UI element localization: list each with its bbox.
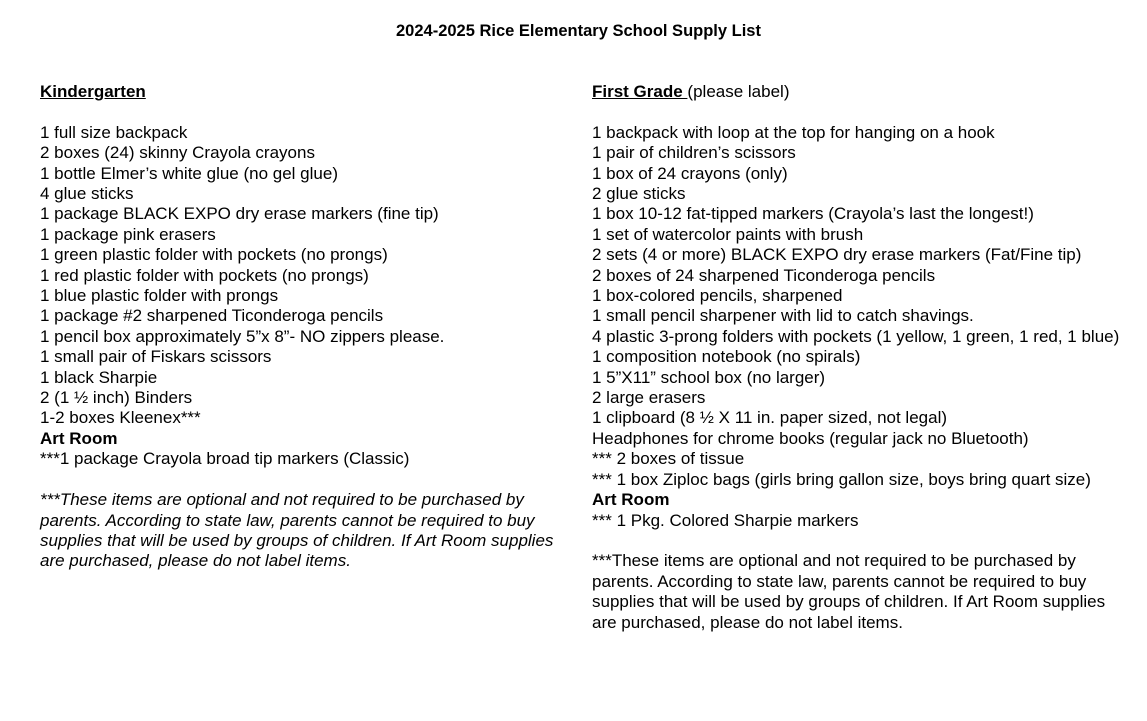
list-item: 1 package BLACK EXPO dry erase markers (…	[40, 204, 439, 224]
list-item: 1 backpack with loop at the top for hang…	[592, 122, 995, 142]
list-item: 1 bottle Elmer’s white glue (no gel glue…	[40, 163, 338, 183]
list-item: 2 sets (4 or more) BLACK EXPO dry erase …	[592, 245, 1082, 265]
list-item: 4 plastic 3-prong folders with pockets (…	[592, 326, 1120, 346]
supply-list: 1 backpack with loop at the top for hang…	[592, 123, 1120, 490]
list-item: 1 box of 24 crayons (only)	[592, 163, 788, 183]
list-item: 4 glue sticks	[40, 184, 134, 204]
list-item: *** 2 boxes of tissue	[592, 449, 745, 469]
list-item: 1 composition notebook (no spirals)	[592, 347, 861, 367]
art-room-heading: Art Room	[40, 428, 118, 448]
list-item: 2 glue sticks	[592, 184, 686, 204]
list-item: 1 pencil box approximately 5”x 8”- NO zi…	[40, 326, 445, 346]
list-item: 1 clipboard (8 ½ X 11 in. paper sized, n…	[592, 408, 948, 428]
art-supply-list: *** 1 Pkg. Colored Sharpie markers	[592, 511, 1120, 531]
supply-list: 1 full size backpack 2 boxes (24) skinny …	[40, 123, 570, 429]
list-item: 1 small pair of Fiskars scissors	[40, 347, 272, 367]
optional-note: ***These items are optional and not requ…	[592, 551, 1106, 632]
list-item: 1 set of watercolor paints with brush	[592, 224, 864, 244]
optional-note: ***These items are optional and not requ…	[40, 490, 554, 571]
list-item: 2 boxes of 24 sharpened Ticonderoga penc…	[592, 265, 936, 285]
list-item: 1 pair of children’s scissors	[592, 143, 796, 163]
list-item: 2 large erasers	[592, 388, 706, 408]
list-item: 1 green plastic folder with pockets (no …	[40, 245, 388, 265]
kindergarten-column: Kindergarten 1 full size backpack 2 boxes…	[40, 82, 570, 572]
list-item: 1-2 boxes Kleenex***	[40, 408, 201, 428]
list-item: 1 black Sharpie	[40, 367, 158, 387]
list-item: 2 boxes (24) skinny Crayola crayons	[40, 143, 315, 163]
list-item: *** 1 box Ziploc bags (girls bring gallo…	[592, 469, 1091, 489]
art-room-heading: Art Room	[592, 490, 670, 510]
list-item: 2 (1 ½ inch) Binders	[40, 388, 193, 408]
list-item: Headphones for chrome books (regular jac…	[592, 428, 1029, 448]
page-title: 2024-2025 Rice Elementary School Supply …	[396, 22, 761, 40]
first-grade-column: First Grade (please label) 1 backpack wi…	[592, 82, 1120, 633]
list-item: 1 package #2 sharpened Ticonderoga penci…	[40, 306, 384, 326]
section-heading: Kindergarten	[40, 82, 146, 101]
list-item: 1 5”X11” school box (no larger)	[592, 367, 826, 387]
list-item: *** 1 Pkg. Colored Sharpie markers	[592, 510, 859, 530]
list-item: 1 package pink erasers	[40, 224, 216, 244]
art-supply-list: ***1 package Crayola broad tip markers (…	[40, 449, 570, 469]
list-item: 1 full size backpack	[40, 122, 188, 142]
list-item: 1 small pencil sharpener with lid to cat…	[592, 306, 974, 326]
list-item: 1 box 10-12 fat-tipped markers (Crayola’…	[592, 204, 1034, 224]
list-item: 1 red plastic folder with pockets (no pr…	[40, 265, 369, 285]
list-item: 1 blue plastic folder with prongs	[40, 286, 279, 306]
list-item: 1 box-colored pencils, sharpened	[592, 286, 843, 306]
section-heading: First Grade (please label)	[592, 82, 790, 101]
list-item: ***1 package Crayola broad tip markers (…	[40, 449, 410, 469]
